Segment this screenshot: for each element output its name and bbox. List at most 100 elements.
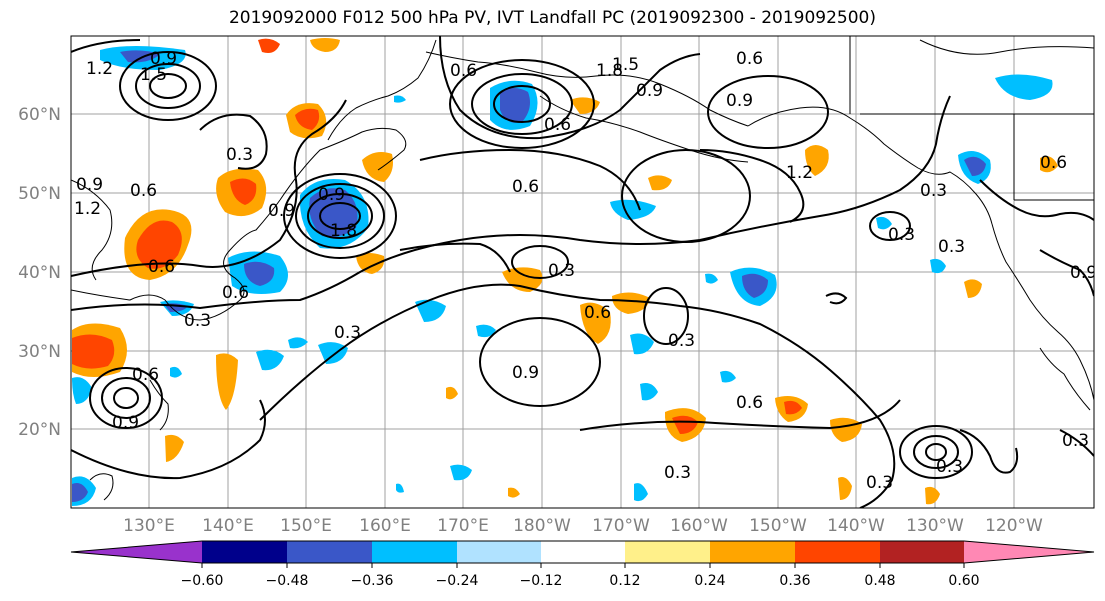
colorbar-tick-label: −0.24 xyxy=(436,573,479,589)
contour-label: 0.6 xyxy=(130,181,157,201)
lon-label: 150°E xyxy=(280,516,332,536)
negative-anomaly xyxy=(394,95,406,103)
negative-anomaly xyxy=(170,366,182,378)
colorbar-segment xyxy=(372,541,457,563)
lon-label: 160°W xyxy=(670,516,728,536)
pv-contour xyxy=(71,99,347,277)
pv-contour xyxy=(71,399,266,480)
colorbar-tick-label: 0.12 xyxy=(609,573,640,589)
contour-label: 1.5 xyxy=(612,55,639,75)
positive-anomaly xyxy=(446,386,458,400)
lat-label: 60°N xyxy=(18,105,61,125)
contour-label: 0.3 xyxy=(668,331,695,351)
pv-contour xyxy=(399,242,511,273)
contour-label: 0.3 xyxy=(664,463,691,483)
contour-label: 0.9 xyxy=(76,175,103,195)
colorbar-tick-label: 0.36 xyxy=(779,573,810,589)
lon-label: 140°E xyxy=(202,516,254,536)
lat-label: 50°N xyxy=(18,184,61,204)
chart-title: 2019092000 F012 500 hPa PV, IVT Landfall… xyxy=(228,8,876,28)
contour-label: 0.3 xyxy=(938,237,965,257)
colorbar-segment xyxy=(964,541,1094,563)
coastlines xyxy=(71,36,1094,501)
negative-anomaly xyxy=(742,273,768,298)
negative-anomaly xyxy=(640,383,658,401)
positive-anomaly xyxy=(258,38,280,53)
lat-label: 20°N xyxy=(18,420,61,440)
lat-label: 40°N xyxy=(18,263,61,283)
negative-anomaly xyxy=(415,299,446,322)
positive-anomaly xyxy=(805,145,829,176)
contour-label: 0.9 xyxy=(726,91,753,111)
colorbar-segment xyxy=(541,541,625,563)
pv-contour xyxy=(1039,249,1094,297)
pv-contour xyxy=(307,193,373,239)
colorbar-segment xyxy=(795,541,880,563)
latitude-labels: 60°N 50°N 40°N 30°N 20°N xyxy=(18,105,61,440)
positive-anomaly xyxy=(1040,156,1058,173)
pv-contour xyxy=(479,317,601,407)
negative-anomaly xyxy=(244,261,275,286)
lon-label: 160°E xyxy=(359,516,411,536)
negative-anomaly xyxy=(500,88,530,123)
negative-anomaly xyxy=(72,483,88,502)
positive-anomaly xyxy=(230,178,257,205)
contour-label: 0.9 xyxy=(150,49,177,69)
negative-anomaly xyxy=(720,370,736,383)
positive-anomaly xyxy=(165,434,184,462)
negative-anomaly xyxy=(476,324,496,338)
negative-anomaly xyxy=(610,199,656,220)
pv-contour xyxy=(283,173,397,259)
contour-label: 0.3 xyxy=(184,311,211,331)
contour-label: 0.6 xyxy=(222,283,249,303)
colorbar-tick-label: −0.12 xyxy=(520,573,563,589)
contour-label: 0.3 xyxy=(936,457,963,477)
colorbar: −0.60 −0.48 −0.36 −0.24 −0.12 0.12 0.24 … xyxy=(70,540,1095,589)
negative-anomaly xyxy=(256,349,284,371)
positive-anomaly xyxy=(295,108,320,130)
contour-label: 0.3 xyxy=(866,473,893,493)
pv-contour xyxy=(511,245,569,279)
pv-contour xyxy=(71,95,951,311)
pv-contour xyxy=(199,113,268,170)
pv-contour xyxy=(1059,429,1094,457)
positive-anomaly xyxy=(784,400,802,415)
contour-label: 0.3 xyxy=(920,181,947,201)
colorbar-segment xyxy=(457,541,541,563)
positive-anomaly xyxy=(648,175,672,191)
contour-label: 0.6 xyxy=(512,177,539,197)
map-frame xyxy=(70,35,1095,509)
contour-label: 0.6 xyxy=(148,257,175,277)
pv-contour xyxy=(149,73,187,99)
pv-contour xyxy=(259,283,896,508)
pv-contour xyxy=(135,63,201,109)
lat-label: 30°N xyxy=(18,342,61,362)
positive-anomaly xyxy=(310,38,340,52)
pv-contour xyxy=(295,183,385,249)
pv-contour xyxy=(89,367,163,429)
colorbar-segment xyxy=(287,541,372,563)
colorbar-segment xyxy=(71,541,202,563)
negative-anomaly xyxy=(630,333,654,355)
pv-contour xyxy=(899,425,973,479)
contour-label: 0.9 xyxy=(268,201,295,221)
negative-anomaly xyxy=(450,464,472,481)
positive-anomaly xyxy=(508,487,520,498)
contour-label: 0.6 xyxy=(132,365,159,385)
pv-contour xyxy=(113,387,139,409)
negative-anomaly xyxy=(634,483,648,502)
positive-anomaly xyxy=(672,415,698,434)
lon-label: 130°E xyxy=(123,516,175,536)
colorbar-tick-label: −0.60 xyxy=(181,573,224,589)
contour-label: 1.2 xyxy=(74,199,101,219)
pv-contour xyxy=(869,211,911,241)
pv-contour xyxy=(699,149,805,223)
contour-label: 1.2 xyxy=(786,163,813,183)
pv-contour xyxy=(419,148,641,211)
negative-anomaly xyxy=(930,258,946,274)
negative-anomaly xyxy=(309,188,358,237)
positive-anomaly xyxy=(612,292,650,314)
contour-label: 0.3 xyxy=(548,261,575,281)
negative-anomaly xyxy=(288,337,308,349)
positive-anomaly xyxy=(136,220,182,269)
